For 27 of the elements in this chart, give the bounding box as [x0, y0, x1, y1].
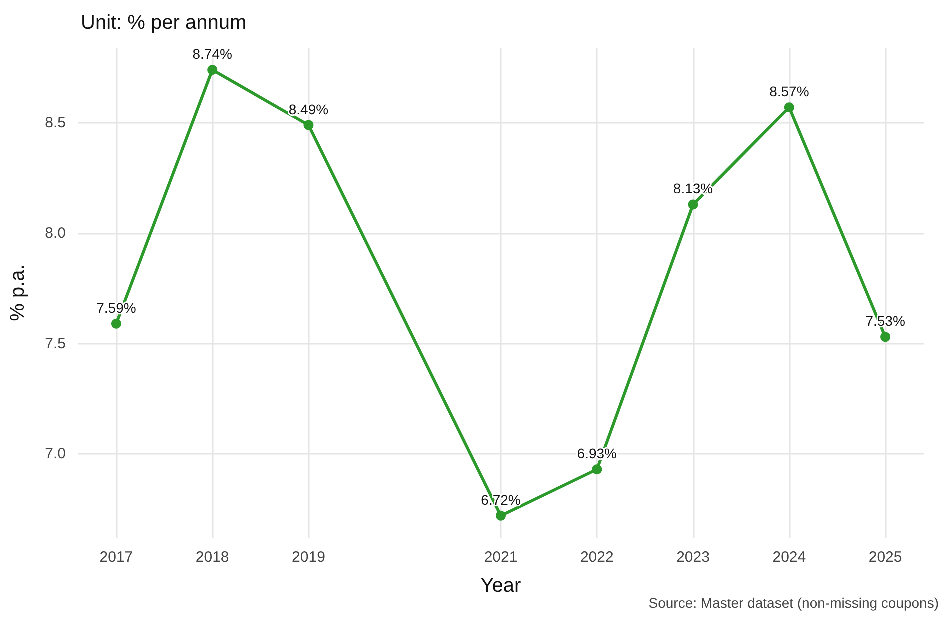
y-tick-label: 7.5: [45, 335, 66, 352]
point: [496, 510, 506, 521]
point: [688, 200, 698, 210]
data-label: 8.74%: [192, 46, 232, 62]
y-axis-title: % p.a.: [7, 264, 29, 322]
data-label: 8.49%: [288, 101, 329, 118]
x-tick-label: 2023: [676, 549, 710, 566]
x-tick-label: 2021: [484, 549, 518, 566]
data-label: 8.57%: [770, 84, 810, 100]
x-tick-label: 2022: [580, 549, 614, 566]
point: [304, 120, 314, 130]
x-tick-label: 2017: [100, 549, 134, 566]
x-axis-title: Year: [480, 575, 522, 597]
x-tick-label: 2019: [292, 549, 326, 566]
point: [208, 65, 218, 76]
point: [111, 318, 122, 329]
x-tick-label: 2024: [772, 549, 806, 566]
point: [592, 464, 602, 475]
y-tick-label: 8.0: [45, 224, 66, 242]
y-tick-label: 8.5: [45, 114, 66, 132]
source-note: Source: Master dataset (non-missing coupons): [648, 595, 940, 611]
point: [784, 102, 794, 113]
x-tick-label: 2018: [196, 549, 230, 566]
point: [880, 332, 891, 342]
chart-title: Unit: % per annum: [81, 12, 247, 34]
y-tick-label: 7.0: [45, 446, 66, 463]
x-tick-label: 2025: [868, 549, 902, 566]
